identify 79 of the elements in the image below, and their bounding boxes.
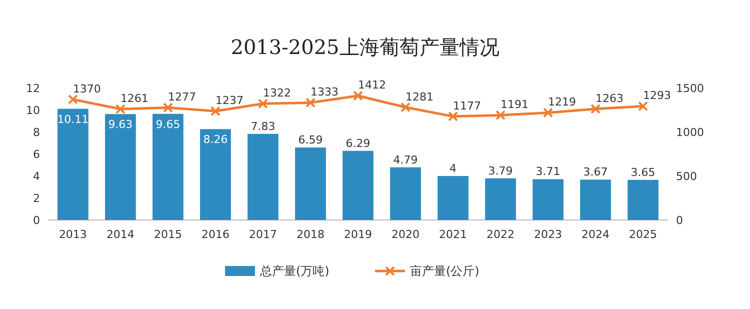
data-label: 6.59 — [298, 134, 323, 147]
data-label: 1281 — [406, 90, 434, 104]
bar — [532, 179, 564, 220]
data-label: 4 — [450, 162, 457, 175]
data-label: 1191 — [500, 98, 529, 112]
x-tick-label: 2014 — [106, 228, 134, 241]
bar — [438, 176, 468, 220]
point — [162, 102, 173, 113]
bar — [58, 108, 88, 220]
data-label: 1219 — [548, 96, 576, 109]
point — [353, 90, 363, 101]
data-label: 9.65 — [156, 118, 180, 131]
bar — [152, 114, 184, 220]
y2-tick-label: 0 — [676, 214, 683, 227]
x-tick-label: 2023 — [534, 228, 562, 241]
data-label: 3.79 — [488, 164, 513, 178]
data-label: 1293 — [643, 89, 672, 102]
data-label: 1322 — [262, 86, 291, 100]
point — [638, 101, 648, 112]
point — [400, 102, 411, 112]
bar — [390, 167, 421, 220]
y-tick-label: 2 — [33, 192, 40, 205]
bar — [200, 129, 231, 220]
data-label: 1333 — [310, 86, 338, 99]
point — [496, 110, 506, 120]
data-label: 4.79 — [393, 153, 418, 166]
chart-title: 2013-2025上海葡萄产量情况 — [230, 35, 500, 59]
y2-tick-label: 1000 — [676, 126, 704, 139]
x-tick-label: 2019 — [344, 228, 372, 241]
bar — [342, 150, 374, 220]
x-tick-label: 2021 — [439, 228, 468, 241]
data-label: 3.67 — [583, 166, 608, 179]
data-label: 1277 — [168, 90, 196, 104]
point — [115, 104, 126, 114]
x-tick-label: 2013 — [58, 228, 87, 241]
x-tick-label: 2020 — [392, 228, 420, 241]
legend-label: 总产量(万吨) — [259, 264, 330, 278]
point — [590, 104, 601, 114]
data-label: 1261 — [120, 92, 148, 106]
point — [210, 106, 220, 116]
y-tick-label: 12 — [26, 82, 40, 95]
bar — [248, 134, 278, 220]
data-label: 6.29 — [346, 136, 370, 150]
y-tick-label: 6 — [33, 148, 40, 161]
data-label: 1263 — [596, 92, 624, 105]
x-tick-label: 2025 — [629, 228, 658, 241]
x-tick-label: 2017 — [248, 228, 277, 241]
bar — [105, 114, 136, 220]
bar — [580, 180, 611, 220]
point — [305, 98, 316, 108]
data-label: 9.63 — [108, 118, 133, 132]
y-tick-label: 4 — [33, 170, 40, 183]
point — [543, 108, 554, 118]
x-tick-label: 2015 — [154, 228, 182, 241]
point — [258, 98, 268, 109]
x-tick-label: 2018 — [296, 228, 324, 241]
x-tick-label: 2022 — [486, 228, 515, 241]
data-label: 3.71 — [536, 165, 560, 178]
data-label: 1370 — [72, 82, 101, 96]
legend-label: 亩产量(公斤) — [410, 264, 480, 278]
y-tick-label: 0 — [33, 214, 40, 227]
y-tick-label: 10 — [26, 104, 40, 117]
data-label: 1177 — [453, 99, 482, 112]
bar — [485, 178, 516, 220]
x-tick-label: 2016 — [201, 228, 230, 241]
point — [68, 94, 78, 104]
bar — [628, 180, 658, 220]
data-label: 8.26 — [203, 133, 228, 146]
x-tick-label: 2024 — [582, 228, 610, 241]
bar — [295, 148, 326, 220]
data-label: 1237 — [215, 94, 244, 108]
point — [448, 111, 458, 122]
data-label: 1412 — [358, 78, 386, 92]
data-label: 10.11 — [57, 112, 89, 126]
y2-tick-label: 1500 — [676, 82, 704, 95]
data-label: 7.83 — [250, 120, 276, 133]
y2-tick-label: 500 — [676, 170, 697, 183]
data-label: 3.65 — [630, 166, 656, 179]
y-tick-label: 8 — [33, 126, 40, 139]
